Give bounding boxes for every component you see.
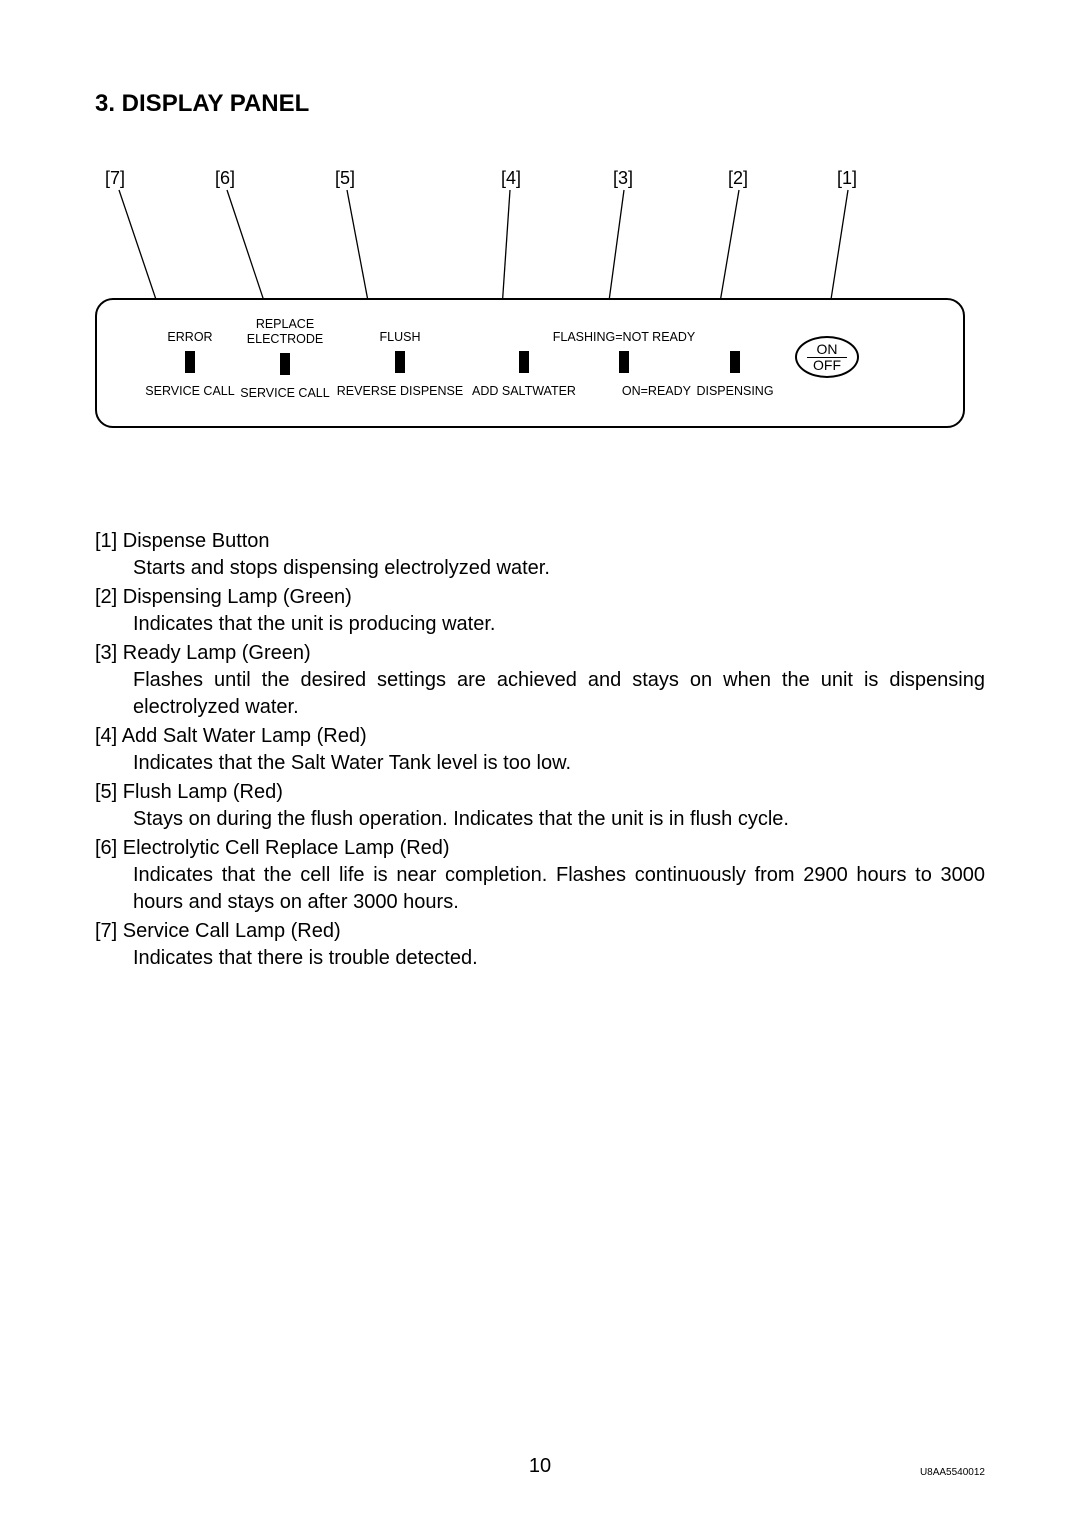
panel-error-bottom: SERVICE CALL (140, 384, 240, 399)
panel-replace-top: REPLACE ELECTRODE (235, 317, 335, 347)
desc-2-text: Indicates that the unit is producing wat… (95, 611, 985, 638)
panel-dispensing-lamp: DISPENSING (680, 330, 790, 399)
lamp-icon (730, 351, 740, 373)
desc-5-text: Stays on during the flush operation. Ind… (95, 806, 985, 833)
dispense-on-label: ON (807, 342, 847, 358)
desc-7: [7] Service Call Lamp (Red) Indicates th… (95, 918, 985, 972)
panel-flush-bottom: REVERSE DISPENSE (330, 384, 470, 399)
display-panel-box: ERROR SERVICE CALL REPLACE ELECTRODE SER… (95, 298, 965, 428)
desc-3-label: [3] Ready Lamp (Green) (95, 640, 985, 667)
desc-2: [2] Dispensing Lamp (Green) Indicates th… (95, 584, 985, 638)
lamp-icon (519, 351, 529, 373)
desc-4-text: Indicates that the Salt Water Tank level… (95, 750, 985, 777)
desc-7-label: [7] Service Call Lamp (Red) (95, 918, 985, 945)
desc-4: [4] Add Salt Water Lamp (Red) Indicates … (95, 723, 985, 777)
callout-4: [4] (501, 168, 521, 189)
panel-error-top: ERROR (140, 330, 240, 345)
desc-1: [1] Dispense Button Starts and stops dis… (95, 528, 985, 582)
panel-dispensing-bottom: DISPENSING (680, 384, 790, 399)
panel-replace-electrode-lamp: REPLACE ELECTRODE SERVICE CALL (235, 317, 335, 401)
desc-1-text: Starts and stops dispensing electrolyzed… (95, 555, 985, 582)
panel-dispensing-top (680, 330, 790, 345)
desc-1-label: [1] Dispense Button (95, 528, 985, 555)
callout-2: [2] (728, 168, 748, 189)
callout-5: [5] (335, 168, 355, 189)
descriptions: [1] Dispense Button Starts and stops dis… (95, 528, 985, 972)
dispense-button[interactable]: ON OFF (795, 336, 859, 378)
panel-flush-top: FLUSH (330, 330, 470, 345)
lamp-icon (619, 351, 629, 373)
desc-2-label: [2] Dispensing Lamp (Green) (95, 584, 985, 611)
desc-6-label: [6] Electrolytic Cell Replace Lamp (Red) (95, 835, 985, 862)
panel-error-lamp: ERROR SERVICE CALL (140, 330, 240, 399)
lamp-icon (395, 351, 405, 373)
desc-4-label: [4] Add Salt Water Lamp (Red) (95, 723, 985, 750)
section-title: 3. DISPLAY PANEL (95, 90, 985, 118)
desc-6: [6] Electrolytic Cell Replace Lamp (Red)… (95, 835, 985, 916)
panel-flush-lamp: FLUSH REVERSE DISPENSE (330, 330, 470, 399)
desc-6-text: Indicates that the cell life is near com… (95, 862, 985, 916)
lamp-icon (280, 353, 290, 375)
panel-replace-bottom: SERVICE CALL (235, 386, 335, 401)
display-panel-diagram: [7] [6] [5] [4] [3] [2] [1] ERROR SERVIC… (95, 168, 985, 468)
callout-6: [6] (215, 168, 235, 189)
desc-3: [3] Ready Lamp (Green) Flashes until the… (95, 640, 985, 721)
lamp-icon (185, 351, 195, 373)
callout-7: [7] (105, 168, 125, 189)
dispense-off-label: OFF (813, 357, 841, 373)
desc-3-text: Flashes until the desired settings are a… (95, 667, 985, 721)
callout-1: [1] (837, 168, 857, 189)
callout-3: [3] (613, 168, 633, 189)
document-id: U8AA5540012 (920, 1467, 985, 1478)
page-number: 10 (529, 1455, 551, 1478)
desc-7-text: Indicates that there is trouble detected… (95, 945, 985, 972)
desc-5: [5] Flush Lamp (Red) Stays on during the… (95, 779, 985, 833)
desc-5-label: [5] Flush Lamp (Red) (95, 779, 985, 806)
